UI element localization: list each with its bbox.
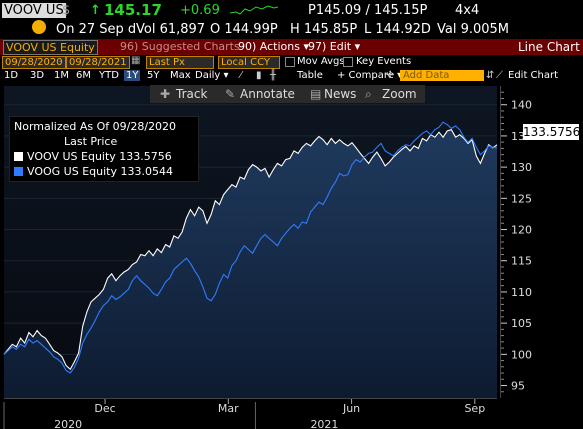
legend-voog-name: VOOG US Equity — [27, 165, 117, 178]
zoom-button[interactable]: Zoom — [382, 87, 417, 101]
quote-stats-bar: On 27 Sep d Vol 61,897 O 144.99P H 145.8… — [0, 20, 583, 39]
x-month-label: Mar — [218, 402, 239, 415]
add-data-input[interactable]: Add Data — [400, 70, 484, 81]
news-icon[interactable]: ▤ — [310, 87, 322, 101]
key-events-label: Key Events — [356, 56, 412, 67]
last-value-badge: 133.5756 — [523, 124, 581, 140]
legend-normalized: Normalized As Of 09/28/2020 — [14, 120, 177, 133]
x-year-label: 2021 — [310, 418, 338, 429]
y-tick-label: 110 — [511, 286, 532, 299]
date-separator: - — [59, 56, 63, 67]
edit-menu[interactable]: 97) Edit ▾ — [308, 40, 361, 53]
y-tick-label: 115 — [511, 255, 532, 268]
voog-color-swatch — [14, 167, 23, 176]
key-events-checkbox[interactable] — [343, 57, 353, 67]
period-1y[interactable]: 1Y — [124, 70, 141, 81]
suggested-charts-menu[interactable]: 96) Suggested Charts — [120, 40, 240, 53]
draw-icon[interactable]: ⟋ — [496, 70, 503, 81]
sparkline-icon — [230, 5, 278, 15]
chart-type-title: Line Chart — [518, 40, 580, 54]
track-icon[interactable]: ✚ — [160, 87, 171, 101]
y-tick-label: 140 — [511, 99, 532, 112]
annotate-icon[interactable]: ✎ — [225, 87, 236, 101]
zoom-icon[interactable]: ⌕ — [365, 87, 372, 101]
legend-voov-name: VOOV US Equity — [27, 150, 116, 163]
actions-menu[interactable]: 90) Actions ▾ — [238, 40, 309, 53]
period-1m[interactable]: 1M — [54, 70, 69, 81]
crosshair-icon[interactable]: ✢ — [386, 70, 395, 81]
period-5y[interactable]: 5Y — [147, 70, 160, 81]
x-axis: Dec Mar Jun Sep 2020 2021 — [3, 398, 497, 429]
field-select[interactable]: Last Px — [146, 56, 214, 69]
start-date-field[interactable]: 09/28/2020 — [2, 56, 66, 69]
options-bar: 09/28/2020 - 09/28/2021 ▦ Last Px Local … — [0, 55, 583, 69]
x-month-label: Sep — [464, 402, 485, 415]
period-1d[interactable]: 1D — [4, 70, 19, 81]
open-price: O 144.99P — [210, 22, 278, 37]
legend-voog-value: 133.0544 — [120, 165, 173, 178]
x-year-label: 2020 — [54, 418, 82, 429]
ticker-label[interactable]: VOOV US — [2, 3, 66, 18]
up-arrow-icon: ↑ — [90, 3, 101, 18]
bid-ask-size: 4x4 — [455, 3, 480, 18]
volume: Vol 61,897 — [136, 22, 206, 37]
frequency-select[interactable]: Daily ▾ — [195, 70, 229, 81]
table-button[interactable]: Table — [297, 70, 323, 81]
legend-field: Last Price — [64, 135, 118, 148]
mov-avgs-label: Mov Avgs — [297, 56, 345, 67]
last-price: 145.17 — [104, 1, 162, 19]
function-bar: VOOV US Equity 96) Suggested Charts 90) … — [0, 39, 583, 55]
line-chart-icon[interactable]: ⁄ — [240, 70, 242, 81]
security-input[interactable]: VOOV US Equity — [3, 40, 98, 55]
clock-icon — [32, 20, 46, 34]
y-tick-label: 130 — [511, 161, 532, 174]
y-tick-label: 95 — [511, 380, 525, 393]
legend-entry-voov[interactable]: VOOV US Equity 133.5756 — [14, 150, 172, 163]
period-max[interactable]: Max — [170, 70, 191, 81]
candle-icon[interactable]: ╫ — [270, 70, 277, 81]
mov-avgs-checkbox[interactable] — [285, 57, 295, 67]
x-month-label: Jun — [342, 402, 360, 415]
value-traded: Val 9.005M — [437, 22, 510, 37]
legend-voov-value: 133.5756 — [119, 150, 172, 163]
voov-area-fill — [4, 129, 497, 398]
end-date-field[interactable]: 09/28/2021 — [66, 56, 130, 69]
calendar-icon[interactable]: ▦ — [131, 55, 141, 66]
currency-label: $ — [62, 3, 71, 18]
chart-legend: Normalized As Of 09/28/2020 Last Price V… — [9, 116, 199, 182]
period-bar: 1D 3D 1M 6M YTD 1Y 5Y Max Daily ▾ ⁄ ▮ ╫ … — [0, 69, 583, 84]
series-line-voov — [3, 129, 498, 371]
y-tick-label: 125 — [511, 192, 532, 205]
x-month-label: Dec — [94, 402, 115, 415]
annotate-button[interactable]: Annotate — [240, 87, 295, 101]
chart-toolbar: ✚ Track ✎ Annotate ▤ News ⌕ Zoom — [150, 85, 425, 103]
period-6m[interactable]: 6M — [76, 70, 91, 81]
compare-button[interactable]: + Compare ▾ — [337, 70, 403, 81]
y-tick-label: 120 — [511, 224, 532, 237]
period-3d[interactable]: 3D — [30, 70, 45, 81]
y-tick-label: 100 — [511, 348, 532, 361]
track-button[interactable]: Track — [176, 87, 208, 101]
sliders-icon[interactable]: ⇵ — [486, 70, 495, 81]
voov-color-swatch — [14, 152, 23, 161]
bar-chart-icon[interactable]: ▮ — [256, 70, 262, 81]
legend-entry-voog[interactable]: VOOG US Equity 133.0544 — [14, 165, 173, 178]
high-price: H 145.85P — [290, 22, 358, 37]
y-tick-label: 105 — [511, 317, 532, 330]
bid-ask: P145.09 / 145.15P — [308, 3, 428, 18]
edit-chart-button[interactable]: Edit Chart — [508, 70, 559, 81]
currency-select[interactable]: Local CCY — [218, 56, 280, 69]
series-line-voog — [3, 121, 498, 374]
news-button[interactable]: News — [324, 87, 357, 101]
quote-bar: VOOV US $ ↑ 145.17 +0.69 P145.09 / 145.1… — [0, 0, 583, 20]
quote-date: On 27 Sep d — [56, 22, 137, 37]
low-price: L 144.92D — [364, 22, 431, 37]
period-ytd[interactable]: YTD — [99, 70, 119, 81]
price-change: +0.69 — [180, 3, 220, 18]
